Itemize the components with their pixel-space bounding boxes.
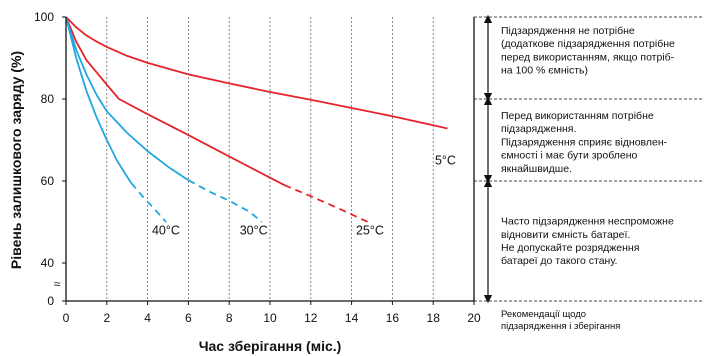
grid-lines (106, 17, 434, 301)
ticks-group: 0 2 4 6 8 10 12 14 16 18 20 0 40 60 80 100 (34, 10, 481, 325)
series-line-5c (65, 16, 448, 130)
curve-label: 30°C (240, 223, 268, 237)
x-axis-title: Час зберігання (міс.) (199, 338, 342, 354)
series-dashed-25c (283, 184, 369, 223)
zone-1-text: (додаткове підзарядження потрібне (501, 38, 675, 50)
x-tick-label: 8 (226, 311, 233, 325)
y-tick-label: 60 (41, 174, 55, 188)
curve-label: 5°C (435, 154, 456, 168)
zone-3-text: батареї до такого стану. (501, 255, 617, 267)
zone-2-text: Перед використанням потрібне (501, 110, 654, 122)
series-group (65, 16, 448, 223)
y-axis-title: Рівень залишкового заряду (%) (8, 51, 24, 269)
x-tick-label: 18 (427, 311, 441, 325)
series-line-40c (65, 16, 133, 184)
zone-1-text: на 100 % ємність) (501, 65, 588, 77)
series-line-25c (65, 16, 285, 186)
zone-3-text: Не допускайте розрядження (501, 242, 639, 254)
x-tick-label: 2 (103, 311, 110, 325)
panel-caption: Рекомендації щодо (501, 309, 586, 320)
zone-3-text: Часто підзарядження неспроможне (501, 216, 674, 228)
zone-1-text: перед використанням, якщо потріб- (501, 51, 675, 63)
x-tick-label: 10 (263, 311, 277, 325)
x-tick-label: 14 (345, 311, 359, 325)
y-tick-label: 0 (47, 294, 54, 308)
x-tick-label: 20 (467, 311, 481, 325)
zone-1-text: Підзарядження не потрібне (501, 25, 635, 37)
zone-2-text: Підзарядження сприяє відновлен- (501, 136, 668, 148)
zone-2-text: ємності і має бути зроблено (501, 150, 638, 162)
recommendation-panel: Підзарядження не потрібне(додаткове підз… (474, 14, 702, 332)
y-tick-label: 80 (41, 92, 55, 106)
x-tick-label: 4 (144, 311, 151, 325)
curve-labels-group: 5°C 25°C 30°C 40°C (152, 154, 456, 238)
zone-2-text: якнайшвидше. (501, 163, 572, 175)
series-line-30c (65, 16, 189, 181)
x-tick-label: 0 (63, 311, 70, 325)
panel-caption: підзарядження і зберігання (501, 321, 620, 332)
axis-break-mark: ≈ (54, 277, 61, 291)
x-tick-label: 16 (386, 311, 400, 325)
x-tick-label: 6 (185, 311, 192, 325)
curve-label: 25°C (356, 223, 384, 237)
series-dashed-30c (187, 179, 263, 223)
series-dashed-40c (130, 182, 167, 223)
y-tick-label: 100 (34, 10, 54, 24)
y-tick-label: 40 (41, 256, 55, 270)
curve-label: 40°C (152, 223, 180, 237)
x-tick-label: 12 (304, 311, 318, 325)
zone-3-text: відновити ємність батареї. (501, 229, 630, 241)
zone-2-text: підзарядження. (501, 123, 576, 135)
